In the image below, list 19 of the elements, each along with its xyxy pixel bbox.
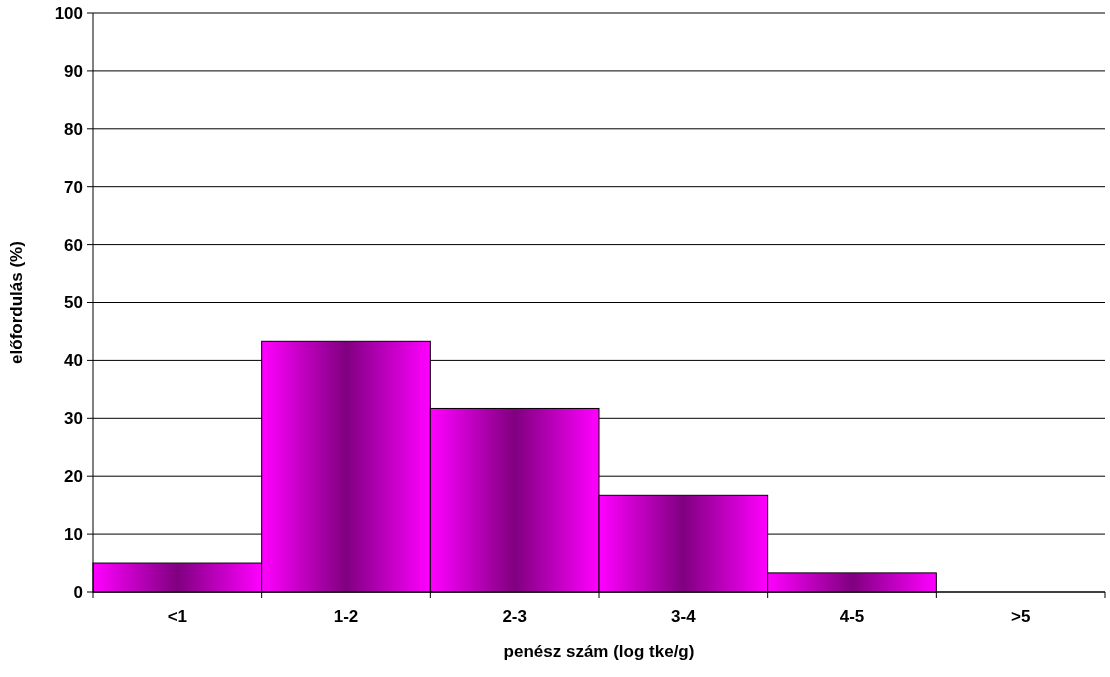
y-tick-label: 90 [64,61,83,81]
x-tick-label: 4-5 [839,607,865,626]
x-tick-label: 2-3 [502,607,527,626]
y-tick-label: 30 [64,409,83,429]
x-tick-label: 3-4 [671,607,697,626]
y-tick-label: 40 [64,351,83,371]
x-tick-label: 1-2 [333,607,359,626]
y-axis-title: előfordulás (%) [7,241,26,364]
y-tick-label: 0 [73,582,83,602]
y-tick-label: 70 [64,177,83,197]
y-tick-label: 20 [64,467,83,487]
x-axis-title: penész szám (log tke/g) [503,642,695,661]
y-tick-label: 10 [64,525,83,545]
y-tick-label: 100 [54,3,83,23]
y-tick-label: 50 [64,293,83,313]
x-tick-label: <1 [167,607,188,626]
y-tick-label: 80 [64,119,83,139]
x-tick-label: >5 [1010,607,1031,626]
y-tick-label: 60 [64,235,83,255]
